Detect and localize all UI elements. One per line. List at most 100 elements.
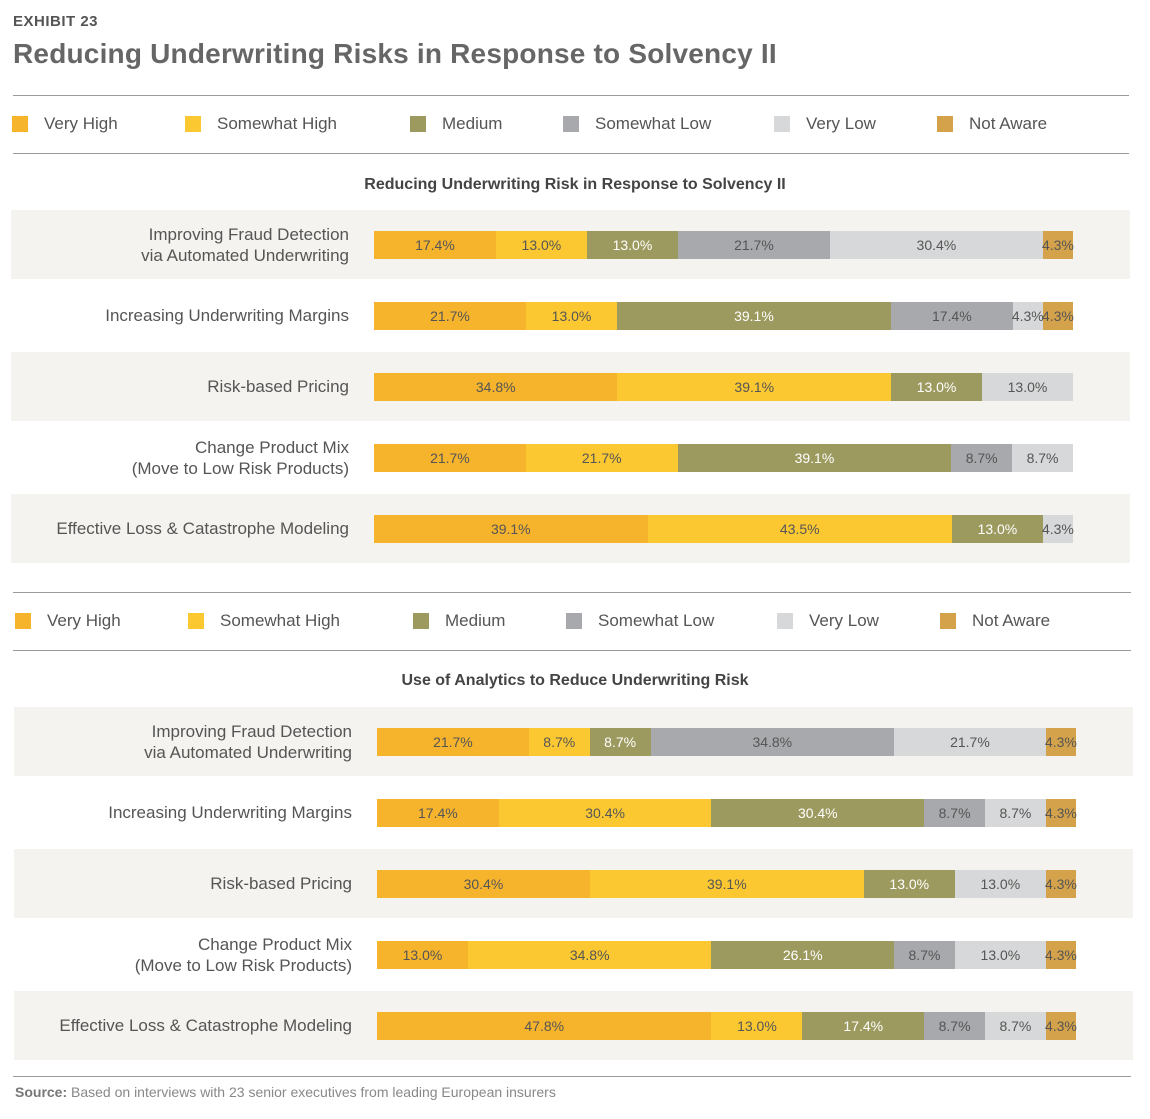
stacked-bar: 17.4% 13.0% 13.0% 21.7% 30.4% 4.3% [374,230,1074,259]
divider [13,592,1131,593]
bar-segment-somewhat-low: 8.7% [924,798,985,827]
legend-swatch [185,116,201,132]
data-label: 39.1% [706,875,747,892]
legend-swatch [566,613,582,629]
data-label: 4.3% [1044,733,1077,750]
divider [13,650,1131,651]
legend-swatch [777,613,793,629]
chart-1-title: Reducing Underwriting Risk in Response t… [364,176,786,193]
bar-segment-very-high: 21.7% [374,443,526,472]
data-label: 13.0% [916,378,957,395]
legend-item-not-aware: Not Aware [940,611,1050,631]
legend-item-medium: Medium [413,611,505,631]
legend-item-very-low: Very Low [774,114,876,134]
data-label: 39.1% [490,520,531,537]
source-text: Based on interviews with 23 senior execu… [71,1084,556,1100]
data-label: 8.7% [999,804,1032,821]
bar-segment-somewhat-high: 39.1% [589,869,864,898]
chart-2-title: Use of Analytics to Reduce Underwriting … [401,672,749,689]
data-label: 30.4% [463,875,504,892]
data-label: 26.1% [782,946,823,963]
data-label: 8.7% [938,1017,971,1034]
data-label: 4.3% [1041,307,1074,324]
bar-segment-medium: 30.4% [711,798,925,827]
data-label: 13.0% [977,520,1018,537]
bar-segment-medium: 17.4% [802,1011,925,1040]
bar-segment-very-low: 8.7% [1012,443,1073,472]
category-label: Effective Loss & Catastrophe Modeling [59,1016,352,1035]
data-label: 17.4% [418,804,458,821]
legend-label: Somewhat Low [595,114,712,133]
bar-segment-somewhat-high: 13.0% [495,230,587,259]
bar-segment-very-low: 8.7% [985,1011,1046,1040]
data-label: 8.7% [908,946,941,963]
bar-segment-medium: 39.1% [677,443,952,472]
stacked-bar: 47.8% 13.0% 17.4% 8.7% 8.7% 4.3% [377,1011,1077,1040]
bar-segment-very-low: 13.0% [982,372,1073,401]
bar-segment-somewhat-high: 39.1% [617,372,892,401]
data-label: 17.4% [415,236,455,253]
data-label: 8.7% [938,804,971,821]
bar-segment-somewhat-high: 13.0% [525,301,618,330]
bar-segment-medium: 13.0% [951,514,1043,543]
bar-segment-very-high: 17.4% [377,798,499,827]
legend-label: Not Aware [972,611,1051,630]
divider [13,153,1129,154]
bar-segment-somewhat-high: 21.7% [525,443,678,472]
data-label: 43.5% [779,520,820,537]
data-label: 4.3% [1041,236,1074,253]
bar-segment-very-low: 8.7% [985,798,1046,827]
data-label: 34.8% [752,733,793,750]
data-label: 13.0% [980,875,1021,892]
legend-item-very-high: Very High [12,114,118,134]
bar-segment-very-high: 21.7% [374,301,526,330]
data-label: 13.0% [402,946,443,963]
bar-segment-somewhat-low: 17.4% [890,301,1013,330]
data-label: 34.8% [475,378,516,395]
data-label: 4.3% [1011,307,1044,324]
stacked-bar: 39.1% 43.5% 13.0% 4.3% [374,514,1074,543]
legend-item-somewhat-high: Somewhat High [188,611,340,631]
bar-segment-not-aware: 4.3% [1044,727,1077,756]
bar-segment-somewhat-low: 8.7% [924,1011,985,1040]
stacked-bar: 21.7% 8.7% 8.7% 34.8% 21.7% 4.3% [377,727,1077,756]
divider [13,95,1129,96]
legend-label: Not Aware [969,114,1048,133]
data-label: 8.7% [604,733,637,750]
data-label: 30.4% [797,804,838,821]
legend-item-somewhat-low: Somewhat Low [563,114,711,134]
category-label: Risk-based Pricing [210,874,352,893]
data-label: 8.7% [1026,449,1059,466]
legend-item-somewhat-low: Somewhat Low [566,611,714,631]
data-label: 17.4% [843,1017,884,1034]
data-label: 21.7% [430,449,470,466]
bar-segment-very-low: 13.0% [954,940,1046,969]
data-label: 8.7% [999,1017,1032,1034]
bar-segment-very-low: 4.3% [1011,301,1044,330]
bar-segment-medium: 39.1% [617,301,891,330]
data-label: 13.0% [889,875,930,892]
legend-swatch [413,613,429,629]
data-label: 30.4% [585,804,625,821]
bar-segment-medium: 26.1% [711,940,895,969]
stacked-bar: 21.7% 21.7% 39.1% 8.7% 8.7% [374,443,1073,472]
category-label: Risk-based Pricing [207,377,349,396]
divider [13,1076,1131,1077]
legend-swatch [940,613,956,629]
data-label: 13.0% [980,946,1021,963]
source-note: Source: Based on interviews with 23 seni… [15,1084,556,1100]
legend-label: Medium [442,114,503,133]
exhibit-label: EXHIBIT 23 [13,13,99,30]
data-label: 8.7% [543,733,576,750]
legend-item-not-aware: Not Aware [937,114,1047,134]
legend-swatch [188,613,204,629]
bar-segment-somewhat-high: 43.5% [647,514,952,543]
legend-swatch [12,116,28,132]
legend-swatch [410,116,426,132]
bar-segment-somewhat-low: 8.7% [951,443,1013,472]
bar-segment-not-aware: 4.3% [1045,798,1077,827]
legend-label: Very Low [809,611,879,630]
data-label: 4.3% [1044,875,1077,892]
bar-segment-very-low: 13.0% [954,869,1046,898]
source-label: Source: [15,1084,68,1100]
